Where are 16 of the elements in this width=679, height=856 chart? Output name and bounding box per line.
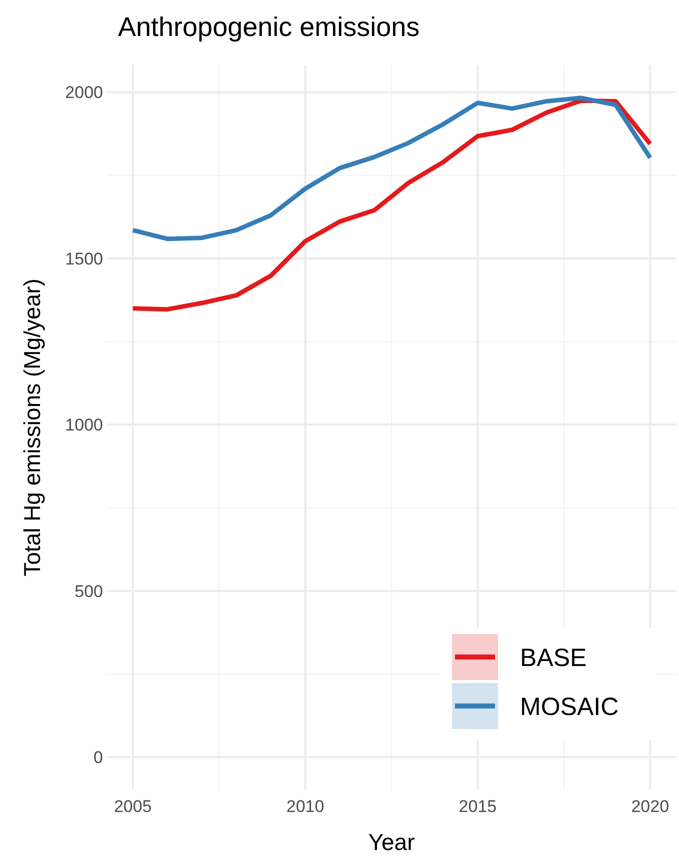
y-tick-label: 2000 (65, 83, 103, 102)
x-axis-title: Year (368, 829, 416, 855)
legend-label: MOSAIC (520, 692, 619, 721)
line-series (130, 98, 652, 312)
y-axis-title: Total Hg emissions (Mg/year) (19, 278, 45, 576)
x-tick-label: 2020 (631, 797, 670, 816)
chart-title: Anthropogenic emissions (118, 12, 420, 42)
y-tick-label: 0 (94, 748, 103, 768)
x-tick-label: 2005 (114, 797, 152, 816)
y-tick-label: 500 (74, 582, 103, 601)
y-tick-label: 1500 (65, 249, 103, 268)
legend-label: BASE (520, 644, 587, 672)
x-tick-label: 2015 (458, 797, 497, 816)
y-tick-label: 1000 (65, 416, 103, 435)
line-series (130, 96, 652, 242)
x-tick-label: 2010 (286, 797, 324, 816)
